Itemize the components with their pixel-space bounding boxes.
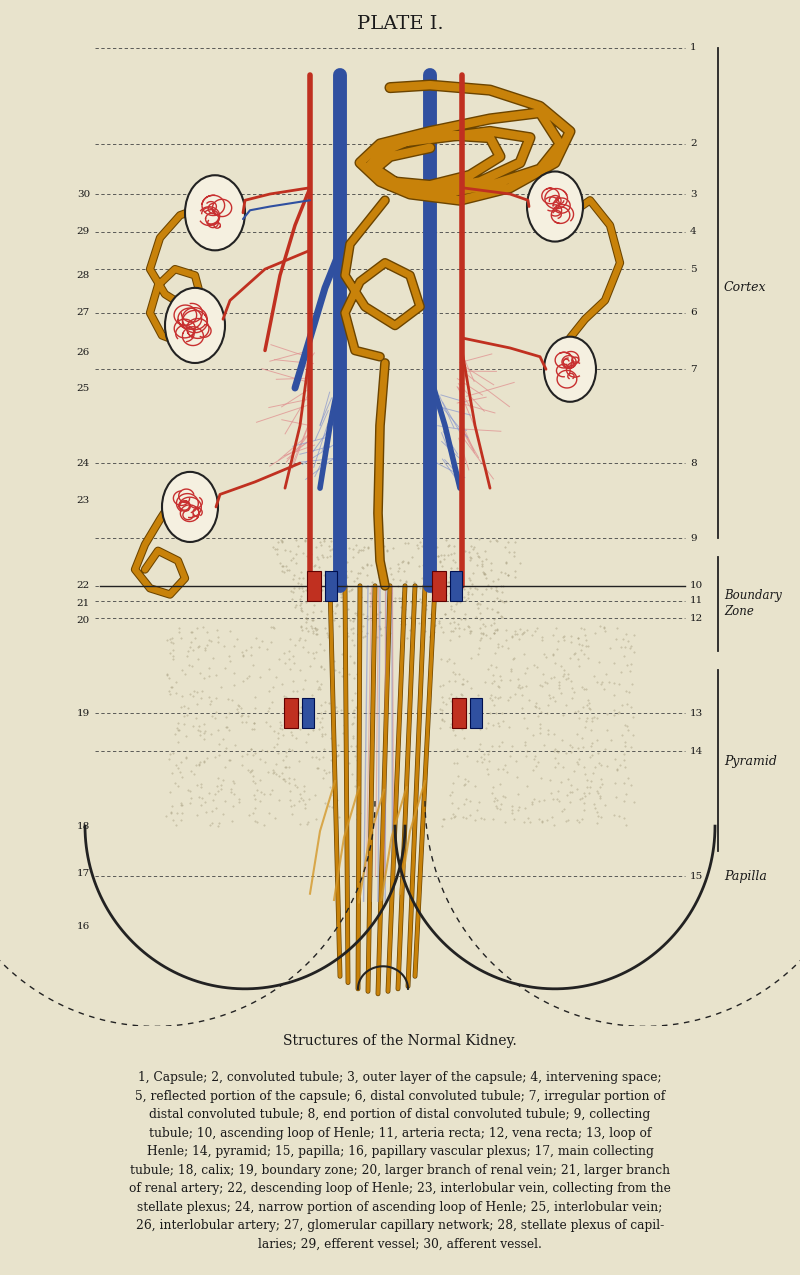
Text: 30: 30 (77, 190, 90, 199)
Text: 28: 28 (77, 270, 90, 280)
Text: Cortex: Cortex (724, 282, 766, 295)
Text: 8: 8 (690, 459, 697, 468)
Text: 25: 25 (77, 384, 90, 393)
Text: 14: 14 (690, 746, 703, 756)
Bar (450, 571, 462, 601)
Text: 21: 21 (77, 599, 90, 608)
Text: 26: 26 (77, 348, 90, 357)
Circle shape (544, 337, 596, 402)
Text: 6: 6 (690, 309, 697, 317)
Text: 22: 22 (77, 581, 90, 590)
Text: 4: 4 (690, 227, 697, 236)
Text: 27: 27 (77, 309, 90, 317)
Bar (307, 571, 321, 601)
Text: Pyramid: Pyramid (724, 755, 777, 768)
Text: 5: 5 (690, 265, 697, 274)
Text: 3: 3 (690, 190, 697, 199)
Text: Papilla: Papilla (724, 870, 767, 882)
Text: 18: 18 (77, 821, 90, 830)
Text: 23: 23 (77, 496, 90, 505)
Text: 9: 9 (690, 534, 697, 543)
Bar (325, 571, 337, 601)
Text: 1, Capsule; 2, convoluted tubule; 3, outer layer of the capsule; 4, intervening : 1, Capsule; 2, convoluted tubule; 3, out… (129, 1071, 671, 1251)
Text: 17: 17 (77, 870, 90, 878)
Text: 11: 11 (690, 597, 703, 606)
Text: 13: 13 (690, 709, 703, 718)
Text: 2: 2 (690, 139, 697, 148)
Text: PLATE I.: PLATE I. (357, 15, 443, 33)
Bar (432, 571, 446, 601)
Bar (452, 699, 466, 728)
Text: 16: 16 (77, 922, 90, 931)
Circle shape (527, 171, 583, 241)
Text: 20: 20 (77, 616, 90, 625)
Text: 1: 1 (690, 43, 697, 52)
Circle shape (162, 472, 218, 542)
Bar (284, 699, 298, 728)
Circle shape (165, 288, 225, 363)
Bar (302, 699, 314, 728)
Text: 7: 7 (690, 365, 697, 374)
Bar (470, 699, 482, 728)
Text: 12: 12 (690, 613, 703, 622)
Text: 10: 10 (690, 581, 703, 590)
Text: 15: 15 (690, 872, 703, 881)
Circle shape (185, 175, 245, 250)
Text: Boundary
Zone: Boundary Zone (724, 589, 782, 618)
Text: 19: 19 (77, 709, 90, 718)
Text: 29: 29 (77, 227, 90, 236)
Text: 24: 24 (77, 459, 90, 468)
Text: Structures of the Normal Kidney.: Structures of the Normal Kidney. (283, 1034, 517, 1048)
